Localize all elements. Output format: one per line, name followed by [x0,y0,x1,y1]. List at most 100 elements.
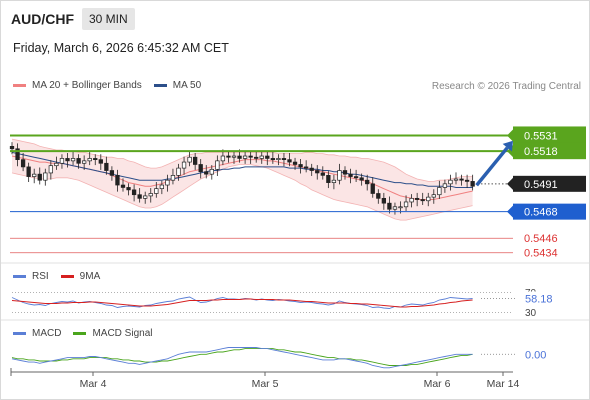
candle-body [254,156,259,159]
candle-body [415,197,420,200]
candle-body [420,199,425,202]
candle-body [426,196,431,202]
resistance-level-tag-pointer [507,129,513,142]
candle-body [70,158,76,162]
candle-body [198,164,203,173]
rsi-last-value-label: 58.18 [525,294,553,306]
candle-body [392,206,398,210]
candle-body [459,178,464,181]
x-tick-label: Mar 14 [487,378,520,390]
ma20-legend-label: MA 20 + Bollinger Bands [32,80,142,91]
forecast-arrow-head [502,140,513,152]
candle-body [259,155,264,159]
candle-body [320,172,325,176]
candle-body [215,160,220,170]
currency-pair-title: AUD/CHF [11,11,74,27]
candle-body [265,155,270,159]
rsi-ma-legend-label: 9MA [79,271,101,282]
bollinger-lower-line [11,164,473,221]
candle-body [442,183,448,188]
candle-body [170,175,176,181]
candle-body [237,155,242,159]
candle-body [154,188,159,194]
chart-header: AUD/CHF 30 MIN [11,8,135,30]
candle-body [32,173,37,177]
candle-body [126,187,131,191]
ma50-legend-label: MA 50 [172,80,202,91]
candle-body [409,197,414,203]
candle-body [54,162,59,167]
candle-body [337,170,342,181]
candle-body [9,145,15,150]
candle-body [248,155,253,158]
rsi-legend-label: RSI [32,271,49,282]
candle-body [93,158,98,160]
rsi-last-value-bg [519,291,557,305]
price-legend: MA 20 + Bollinger Bands MA 50 [13,80,201,91]
pivot-level-label: 0.5468 [524,207,558,219]
candle-body [87,158,92,162]
candle-body [331,179,337,183]
candle-body [181,161,187,169]
macd-signal-legend-swatch [73,332,87,335]
candle-body [204,171,209,175]
candle-body [176,167,181,176]
rsi-reference-label: 30 [525,308,537,319]
resistance-level-tag [513,142,586,160]
macd-last-value-label: 0.00 [525,349,546,361]
candle-body [365,179,370,185]
candle-body [431,194,436,198]
candle-body [242,155,248,159]
candle-body [165,179,170,186]
candle-body [143,195,148,199]
candle-body [120,184,126,188]
bollinger-upper-line [11,138,473,182]
candle-body [403,201,409,208]
x-tick-label: Mar 6 [424,378,451,390]
candle-body [276,158,281,160]
ma50-legend-swatch [153,84,167,87]
timeframe-badge[interactable]: 30 MIN [82,8,135,30]
pivot-level-tag [513,203,586,220]
resistance-level-label: 0.5531 [524,130,558,142]
candle-body [298,164,303,168]
candle-body [470,181,475,187]
candle-body [104,162,109,171]
macd-legend-swatch [13,332,26,335]
candle-body [348,173,353,177]
candle-body [220,155,226,162]
candle-body [464,179,470,182]
candle-body [231,155,237,158]
candle-body [109,170,115,176]
candle-body [48,165,53,174]
candle-body [342,170,348,175]
candle-body [315,170,320,174]
candle-body [131,189,137,196]
candle-body [359,177,364,181]
rsi-ma-legend-swatch [60,275,74,278]
candle-body [292,161,298,165]
macd-legend: MACD MACD Signal [13,328,152,339]
bollinger-band-fill [12,139,473,221]
candle-body [76,158,81,164]
resistance-level-tag [513,126,586,144]
last-price-tag-pointer [507,177,513,190]
candle-body [115,175,120,186]
candle-body [304,166,309,169]
candle-body [187,156,192,163]
candle-body [387,202,392,210]
ma20-legend-swatch [13,84,26,87]
candle-body [453,178,459,181]
candle-body [376,193,381,199]
candle-body [281,158,287,160]
candle-body [148,193,153,197]
resistance-level-label: 0.5518 [524,146,558,158]
candle-body [448,179,453,185]
candle-body [43,172,48,181]
candle-body [20,159,26,168]
x-tick-label: Mar 5 [252,378,279,390]
candle-body [193,156,198,165]
macd-signal-line [11,348,473,366]
candle-body [98,159,103,164]
